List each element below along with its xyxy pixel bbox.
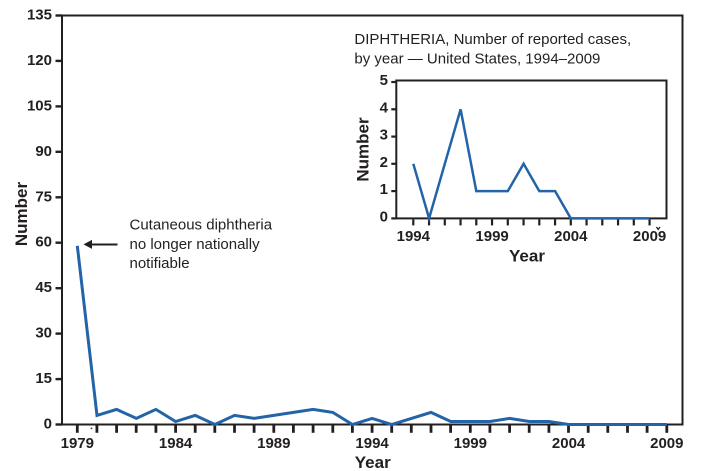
svg-text:DIPHTHERIA, Number of reported: DIPHTHERIA, Number of reported cases, <box>354 31 631 48</box>
svg-text:90: 90 <box>35 143 52 160</box>
svg-text:1989: 1989 <box>257 435 290 452</box>
svg-text:1: 1 <box>380 181 388 198</box>
svg-text:1994: 1994 <box>355 435 389 452</box>
svg-text:Number: Number <box>12 182 31 247</box>
svg-text:30: 30 <box>35 325 52 342</box>
svg-text:1999: 1999 <box>454 435 487 452</box>
svg-text:1984: 1984 <box>159 435 193 452</box>
svg-text:75: 75 <box>35 188 52 205</box>
svg-text:45: 45 <box>35 279 52 296</box>
svg-text:60: 60 <box>35 234 52 251</box>
svg-text:2004: 2004 <box>554 228 588 245</box>
svg-text:0: 0 <box>44 416 52 433</box>
svg-text:2009: 2009 <box>633 228 666 245</box>
svg-text:0: 0 <box>380 208 388 225</box>
svg-text:1999: 1999 <box>475 228 508 245</box>
svg-text:105: 105 <box>27 97 52 114</box>
svg-text:Year: Year <box>509 246 545 265</box>
svg-text:by year — United States, 1994–: by year — United States, 1994–2009 <box>354 51 600 68</box>
svg-text:1979: 1979 <box>61 435 94 452</box>
svg-text:135: 135 <box>27 7 52 24</box>
svg-text:Cutaneous diphtheria: Cutaneous diphtheria <box>130 217 273 234</box>
svg-text:Year: Year <box>355 453 391 471</box>
svg-text:no longer nationally: no longer nationally <box>130 236 261 253</box>
svg-text:4: 4 <box>380 99 389 116</box>
svg-text:3: 3 <box>380 127 388 144</box>
svg-text:120: 120 <box>27 52 52 69</box>
svg-text:notifiable: notifiable <box>130 255 190 272</box>
svg-text:2: 2 <box>380 154 388 171</box>
svg-text:2009: 2009 <box>650 435 683 452</box>
svg-text:1994: 1994 <box>397 228 431 245</box>
svg-text:Number: Number <box>354 117 373 182</box>
svg-text:15: 15 <box>35 370 52 387</box>
svg-text:2004: 2004 <box>552 435 586 452</box>
svg-text:5: 5 <box>380 72 388 89</box>
